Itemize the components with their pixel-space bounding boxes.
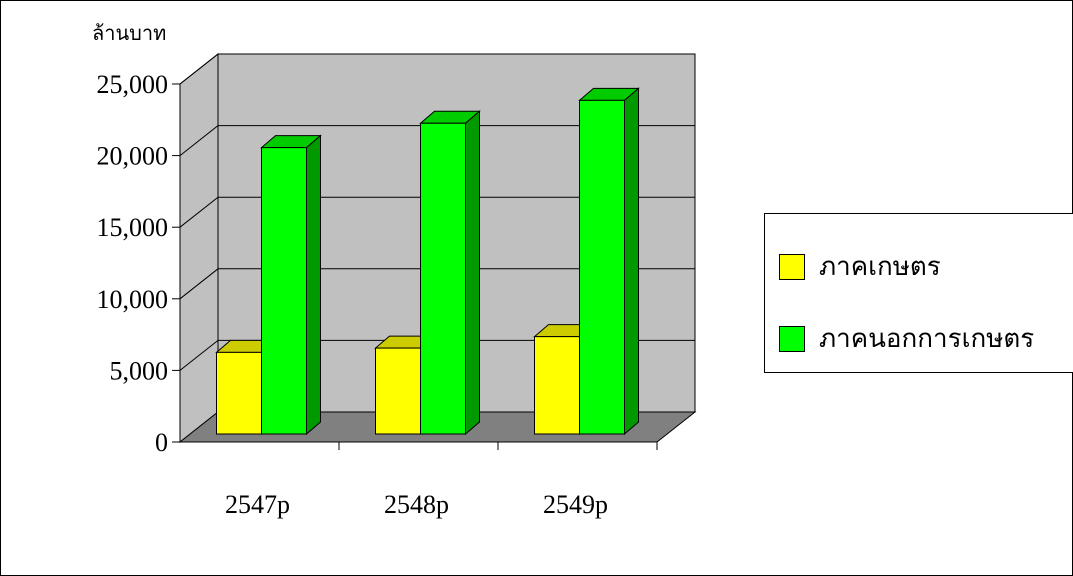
y-tick-label: 5,000 [110, 356, 169, 385]
y-axis-unit-label: ล้านบาท [92, 23, 166, 45]
bar [534, 336, 580, 435]
bar-side [624, 87, 639, 436]
x-category-label: 2549p [543, 490, 608, 519]
bar [216, 351, 262, 435]
y-tick-label: 25,000 [97, 70, 169, 99]
y-tick-label: 15,000 [97, 213, 169, 242]
bar [375, 347, 421, 435]
x-category-label: 2547p [225, 490, 290, 519]
bar-side [306, 134, 321, 436]
chart-legend: ภาคเกษตร ภาคนอกการเกษตร [764, 213, 1073, 373]
legend-swatch-agriculture [779, 254, 805, 280]
y-tick-label: 0 [155, 428, 168, 457]
legend-swatch-non-agriculture [779, 326, 805, 352]
x-category-label: 2548p [384, 490, 449, 519]
bar [420, 122, 466, 435]
legend-label-non-agriculture: ภาคนอกการเกษตร [819, 324, 1035, 353]
y-tick-label: 10,000 [97, 285, 169, 314]
bar-side [465, 110, 480, 436]
bar [579, 99, 625, 435]
gridline [179, 125, 695, 156]
side-wall [179, 52, 219, 444]
legend-label-agriculture: ภาคเกษตร [819, 252, 941, 281]
gridline [179, 53, 695, 85]
gridline [179, 268, 695, 300]
gridline [179, 196, 695, 228]
bar [261, 147, 307, 435]
y-tick-label: 20,000 [97, 142, 169, 171]
